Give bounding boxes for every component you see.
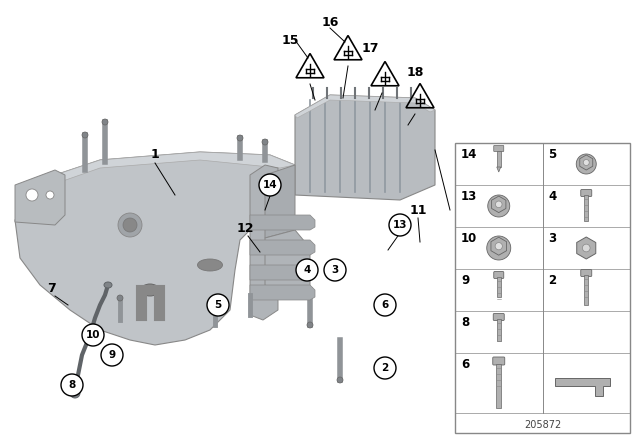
Circle shape (82, 132, 88, 138)
Polygon shape (295, 95, 435, 118)
Circle shape (576, 154, 596, 174)
Circle shape (495, 243, 502, 250)
Circle shape (118, 213, 142, 237)
Text: 16: 16 (321, 16, 339, 29)
Polygon shape (491, 237, 506, 255)
Circle shape (237, 135, 243, 141)
Text: 8: 8 (68, 380, 76, 390)
Polygon shape (554, 378, 609, 396)
Circle shape (123, 218, 137, 232)
Text: 9: 9 (461, 274, 469, 287)
Text: 2: 2 (548, 274, 557, 287)
Circle shape (296, 259, 318, 281)
Text: 9: 9 (108, 350, 116, 360)
Text: 4: 4 (303, 265, 310, 275)
Circle shape (487, 236, 511, 260)
Circle shape (374, 294, 396, 316)
Text: 13: 13 (461, 190, 477, 203)
Circle shape (46, 191, 54, 199)
Circle shape (207, 294, 229, 316)
Circle shape (259, 174, 281, 196)
Circle shape (389, 214, 411, 236)
Ellipse shape (104, 282, 112, 288)
Polygon shape (580, 155, 593, 170)
Circle shape (495, 201, 502, 208)
Circle shape (262, 139, 268, 145)
Bar (497, 277, 500, 297)
Circle shape (61, 374, 83, 396)
Circle shape (488, 195, 509, 217)
Polygon shape (265, 230, 310, 298)
Polygon shape (492, 196, 506, 213)
Circle shape (337, 377, 343, 383)
Ellipse shape (141, 284, 159, 296)
Polygon shape (497, 167, 500, 172)
Text: 14: 14 (262, 180, 277, 190)
Polygon shape (265, 165, 295, 238)
Bar (584, 195, 588, 221)
Polygon shape (295, 95, 435, 200)
Text: 15: 15 (281, 34, 299, 47)
Bar (584, 276, 588, 306)
Polygon shape (55, 152, 295, 182)
Circle shape (102, 119, 108, 125)
Text: 4: 4 (548, 190, 557, 203)
Circle shape (117, 295, 123, 301)
FancyBboxPatch shape (493, 357, 505, 365)
Bar (496, 364, 501, 408)
Polygon shape (250, 285, 315, 300)
Text: 10: 10 (86, 330, 100, 340)
Polygon shape (250, 265, 315, 280)
Circle shape (582, 244, 590, 252)
Text: 10: 10 (461, 232, 477, 245)
Text: 205872: 205872 (524, 420, 561, 430)
Circle shape (307, 322, 313, 328)
FancyBboxPatch shape (580, 190, 592, 197)
Text: 8: 8 (461, 316, 469, 329)
Circle shape (26, 189, 38, 201)
Polygon shape (15, 170, 65, 225)
FancyBboxPatch shape (493, 146, 504, 151)
Text: 5: 5 (548, 148, 557, 161)
Circle shape (374, 357, 396, 379)
Text: 12: 12 (236, 221, 253, 234)
Bar (497, 151, 500, 167)
Polygon shape (250, 215, 315, 230)
Text: 17: 17 (361, 42, 379, 55)
Bar (497, 319, 500, 341)
Text: 6: 6 (461, 358, 469, 371)
Ellipse shape (198, 259, 223, 271)
Text: 1: 1 (150, 148, 159, 161)
Text: 14: 14 (461, 148, 477, 161)
Text: 6: 6 (381, 300, 388, 310)
Text: 11: 11 (409, 203, 427, 216)
Polygon shape (250, 165, 278, 320)
FancyBboxPatch shape (493, 314, 504, 320)
Text: 3: 3 (548, 232, 557, 245)
Circle shape (583, 159, 589, 165)
Text: 18: 18 (406, 65, 424, 78)
Text: 13: 13 (393, 220, 407, 230)
Circle shape (101, 344, 123, 366)
FancyBboxPatch shape (580, 270, 592, 276)
Text: 2: 2 (381, 363, 388, 373)
Polygon shape (250, 240, 315, 255)
Circle shape (82, 324, 104, 346)
Bar (455, 143, 630, 433)
Text: 3: 3 (332, 265, 339, 275)
Circle shape (324, 259, 346, 281)
FancyBboxPatch shape (493, 271, 504, 279)
Circle shape (70, 388, 80, 398)
Text: 5: 5 (214, 300, 221, 310)
Text: 7: 7 (47, 281, 56, 294)
Polygon shape (577, 237, 596, 259)
Polygon shape (15, 152, 295, 345)
